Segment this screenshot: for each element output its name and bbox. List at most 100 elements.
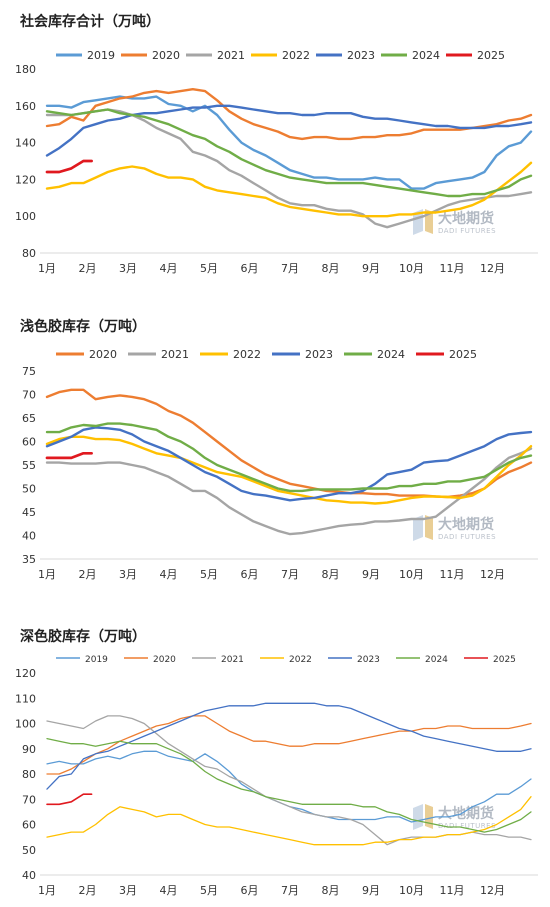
y-tick-label: 35 (22, 553, 36, 566)
logo-mark-icon (413, 515, 423, 541)
legend-item-2023: 2023 (316, 49, 375, 62)
x-tick-label: 4月 (160, 884, 178, 897)
y-tick-label: 90 (22, 743, 36, 756)
chart-title: 深色胶库存（万吨） (20, 628, 146, 645)
x-tick-label: 8月 (322, 262, 340, 275)
legend-label: 2019 (85, 655, 108, 665)
legend-label: 2023 (347, 49, 375, 62)
legend-label: 2020 (89, 348, 117, 361)
watermark-cn: 大地期货 (438, 516, 494, 533)
legend-label: 2020 (153, 655, 176, 665)
series-line-2021 (45, 447, 533, 536)
legend-item-2025: 2025 (446, 49, 505, 62)
x-tick-label: 2月 (79, 568, 97, 581)
y-tick-label: 180 (15, 63, 36, 76)
series-line-2025 (45, 159, 93, 174)
x-tick-label: 10月 (399, 568, 424, 581)
legend-label: 2023 (357, 655, 380, 665)
x-tick-label: 11月 (440, 568, 465, 581)
x-tick-label: 6月 (241, 568, 259, 581)
legend-item-2020: 2020 (56, 348, 117, 361)
x-tick-label: 9月 (362, 568, 380, 581)
legend-item-2020: 2020 (121, 49, 180, 62)
series-line-2022 (46, 796, 532, 846)
legend-label: 2021 (161, 348, 189, 361)
legend-label: 2024 (377, 348, 405, 361)
y-tick-label: 80 (22, 247, 36, 260)
series-line-2025 (46, 793, 93, 806)
y-tick-label: 80 (22, 768, 36, 781)
legend-item-2025: 2025 (416, 348, 477, 361)
y-tick-label: 60 (22, 819, 36, 832)
series-line-2020 (45, 88, 533, 141)
series-line-2024 (45, 422, 533, 493)
logo-mark-accent-icon (425, 804, 433, 829)
chart-panel-1: 社会库存合计（万吨） 2019 2020 2021 2022 2023 2024 2025 80… (15, 13, 538, 275)
legend-item-2023: 2023 (272, 348, 333, 361)
x-tick-label: 5月 (200, 262, 218, 275)
logo-mark-icon (413, 804, 423, 830)
y-tick-label: 70 (22, 389, 36, 402)
legend-label: 2024 (425, 655, 448, 665)
x-tick-label: 1月 (38, 262, 56, 275)
legend-label: 2019 (87, 49, 115, 62)
legend-item-2024: 2024 (381, 49, 440, 62)
x-tick-label: 6月 (241, 262, 259, 275)
legend-label: 2025 (449, 348, 477, 361)
y-tick-label: 50 (22, 483, 36, 496)
legend-item-2021: 2021 (186, 49, 245, 62)
x-tick-label: 3月 (119, 568, 137, 581)
y-tick-label: 40 (22, 869, 36, 882)
logo-mark-accent-icon (425, 515, 433, 540)
x-tick-label: 5月 (200, 568, 218, 581)
y-tick-label: 50 (22, 844, 36, 857)
chart-panel-3: 深色胶库存（万吨） 2019 2020 2021 2022 2023 2024 2025 40 5… (15, 628, 538, 897)
legend-label: 2022 (289, 655, 312, 665)
y-tick-label: 70 (22, 793, 36, 806)
x-tick-label: 3月 (119, 884, 137, 897)
legend-label: 2021 (221, 655, 244, 665)
legend-item-2019: 2019 (56, 655, 108, 665)
y-tick-label: 110 (15, 692, 36, 705)
x-tick-label: 7月 (281, 884, 299, 897)
x-tick-label: 2月 (79, 262, 97, 275)
y-tick-label: 100 (15, 210, 36, 223)
x-tick-label: 12月 (480, 568, 505, 581)
legend-label: 2023 (305, 348, 333, 361)
y-tick-label: 100 (15, 718, 36, 731)
x-tick-label: 8月 (322, 568, 340, 581)
watermark-en: DADI FUTURES (438, 822, 496, 830)
x-tick-label: 1月 (38, 884, 56, 897)
chart-title: 浅色胶库存（万吨） (20, 318, 146, 335)
series-line-2020 (46, 715, 532, 775)
y-tick-label: 120 (15, 173, 36, 186)
chart-title: 社会库存合计（万吨） (19, 13, 160, 30)
watermark-en: DADI FUTURES (438, 533, 496, 541)
y-tick-label: 40 (22, 530, 36, 543)
chart-panel-2: 浅色胶库存（万吨） 2020 2021 2022 2023 2024 2025 35 40 45 5… (20, 318, 538, 581)
legend-item-2022: 2022 (200, 348, 261, 361)
y-tick-label: 65 (22, 412, 36, 425)
legend-label: 2022 (282, 49, 310, 62)
y-tick-label: 160 (15, 100, 36, 113)
x-tick-label: 12月 (480, 262, 505, 275)
legend-item-2020: 2020 (124, 655, 176, 665)
y-tick-label: 55 (22, 459, 36, 472)
legend-item-2019: 2019 (56, 49, 115, 62)
x-tick-label: 5月 (200, 884, 218, 897)
x-tick-label: 10月 (399, 262, 424, 275)
x-tick-label: 9月 (362, 884, 380, 897)
x-tick-label: 7月 (281, 262, 299, 275)
legend-item-2022: 2022 (251, 49, 310, 62)
watermark-cn: 大地期货 (438, 210, 494, 227)
legend-label: 2024 (412, 49, 440, 62)
legend-item-2021: 2021 (128, 348, 189, 361)
series-line-2022 (45, 161, 533, 218)
series-line-2022 (45, 435, 533, 505)
legend-label: 2021 (217, 49, 245, 62)
legend-label: 2025 (493, 655, 516, 665)
series-line-2024 (45, 108, 533, 198)
series-line-2023 (45, 104, 533, 157)
y-tick-label: 120 (15, 667, 36, 680)
